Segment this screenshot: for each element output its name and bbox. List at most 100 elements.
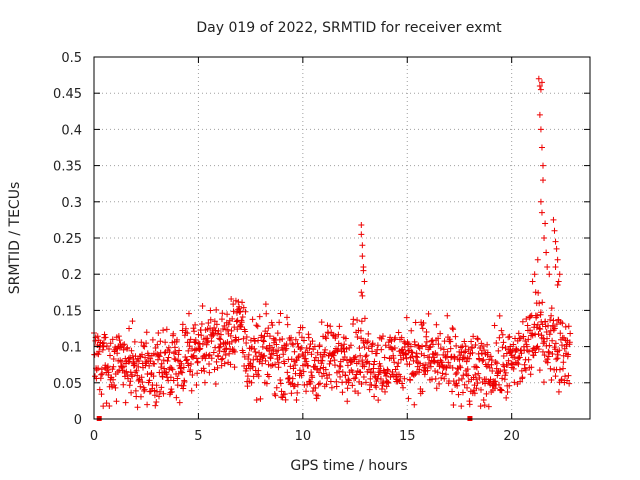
data-point <box>158 360 165 367</box>
data-point <box>384 366 391 373</box>
y-tick-label: 0.05 <box>53 377 82 392</box>
data-point <box>126 358 133 365</box>
data-point <box>495 347 502 354</box>
data-point <box>163 326 170 333</box>
data-point <box>178 368 185 375</box>
data-point <box>327 323 334 330</box>
data-point <box>146 377 153 384</box>
data-point <box>452 371 459 378</box>
data-point <box>238 319 245 326</box>
data-point <box>391 336 398 343</box>
data-point <box>419 343 426 350</box>
data-point <box>460 349 467 356</box>
data-point <box>502 344 509 351</box>
data-point <box>492 359 499 366</box>
data-point <box>201 368 208 375</box>
data-point <box>344 385 351 392</box>
data-point <box>472 363 479 370</box>
data-point <box>371 393 378 400</box>
data-point <box>451 354 458 361</box>
data-point <box>351 356 358 363</box>
data-point <box>245 355 252 362</box>
data-point <box>134 404 141 411</box>
data-point <box>242 328 249 335</box>
data-point <box>548 376 555 383</box>
data-point <box>532 331 539 338</box>
data-point <box>503 350 510 357</box>
data-point <box>178 360 185 367</box>
data-point <box>313 395 320 402</box>
data-point <box>361 363 368 370</box>
data-point <box>280 351 287 358</box>
data-point <box>273 384 280 391</box>
data-point <box>141 343 148 350</box>
data-point <box>424 367 431 374</box>
data-point <box>434 351 441 358</box>
data-point <box>496 312 503 319</box>
data-point <box>133 367 140 374</box>
data-point <box>383 372 390 379</box>
data-point <box>182 325 189 332</box>
data-point <box>309 374 316 381</box>
data-point <box>556 347 563 354</box>
data-point <box>358 231 365 238</box>
data-point <box>447 345 454 352</box>
data-point <box>240 335 247 342</box>
data-point <box>208 338 215 345</box>
data-point <box>541 352 548 359</box>
data-point <box>359 357 366 364</box>
data-point <box>151 392 158 399</box>
data-point <box>540 177 547 184</box>
data-point <box>537 309 544 316</box>
data-point <box>264 330 271 337</box>
data-point <box>211 366 218 373</box>
data-point <box>240 349 247 356</box>
data-point <box>131 338 138 345</box>
data-point <box>102 334 109 341</box>
data-point <box>218 316 225 323</box>
data-point <box>174 375 181 382</box>
data-point <box>391 345 398 352</box>
data-point <box>335 331 342 338</box>
data-point <box>444 348 451 355</box>
data-point <box>205 319 212 326</box>
data-point <box>255 367 262 374</box>
data-point <box>241 353 248 360</box>
data-point <box>132 387 139 394</box>
data-point <box>179 327 186 334</box>
data-point <box>546 349 553 356</box>
data-point <box>238 324 245 331</box>
data-point <box>318 360 325 367</box>
data-point <box>106 403 113 410</box>
data-point <box>99 346 106 353</box>
data-point <box>181 378 188 385</box>
data-point <box>314 349 321 356</box>
data-point <box>491 322 498 329</box>
data-point <box>247 360 254 367</box>
data-point <box>146 362 153 369</box>
data-point <box>398 334 405 341</box>
data-point <box>562 323 569 330</box>
data-point <box>556 271 563 278</box>
data-point <box>265 325 272 332</box>
data-point <box>534 256 541 263</box>
data-point <box>355 390 362 397</box>
data-point <box>157 338 164 345</box>
data-point <box>154 341 161 348</box>
data-point <box>242 308 249 315</box>
data-point <box>437 330 444 337</box>
data-point <box>139 379 146 386</box>
data-point <box>535 75 542 82</box>
data-point <box>473 385 480 392</box>
data-point <box>442 354 449 361</box>
data-point <box>105 345 112 352</box>
data-point <box>531 271 538 278</box>
data-point <box>458 375 465 382</box>
data-point <box>457 364 464 371</box>
data-point <box>481 402 488 409</box>
data-point <box>127 378 134 385</box>
data-point <box>546 271 553 278</box>
data-point <box>453 369 460 376</box>
data-point <box>295 354 302 361</box>
data-point <box>231 364 238 371</box>
